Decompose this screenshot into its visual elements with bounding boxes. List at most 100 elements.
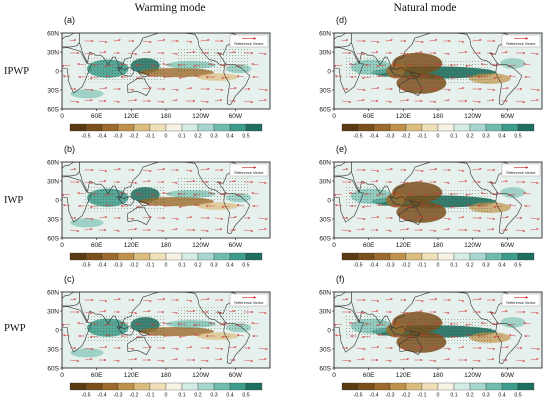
anomaly-patch: [70, 89, 104, 99]
wind-vector: [408, 335, 415, 338]
wind-vector: [434, 191, 444, 195]
colorbar-swatch: [117, 382, 135, 391]
wind-vector: [515, 359, 526, 363]
colorbar-label: 0.3: [482, 393, 489, 399]
wind-vector: [136, 335, 143, 338]
wind-vector: [142, 50, 151, 54]
coastline: [408, 71, 422, 78]
lat-tick-label: 60N: [319, 160, 331, 167]
wind-vector: [142, 179, 151, 183]
wind-vector: [214, 98, 223, 102]
reference-vector-box: [229, 293, 269, 307]
colorbar-label: 0.4: [498, 393, 505, 399]
coastline: [243, 33, 248, 34]
coastline: [243, 292, 248, 293]
wind-vector: [200, 167, 210, 171]
colorbar-swatch: [405, 123, 423, 132]
wind-vector: [156, 229, 165, 233]
lon-tick-label: 120E: [124, 372, 140, 379]
wind-vector: [84, 181, 93, 185]
wind-vector: [156, 100, 165, 104]
wind-vector: [89, 76, 100, 80]
wind-vector: [89, 335, 100, 339]
wind-vector: [136, 205, 143, 208]
colorbar-label: -0.5: [354, 134, 363, 140]
stippling: [176, 48, 250, 71]
lon-tick-label: 60E: [91, 113, 103, 120]
wind-vector: [530, 347, 540, 351]
colorbar-label: 0: [165, 393, 168, 399]
colorbar-label: 0.4: [226, 134, 233, 140]
wind-vector: [77, 191, 85, 195]
colorbar-swatch: [117, 252, 135, 261]
wind-vector: [258, 98, 267, 102]
wind-vector: [69, 298, 77, 301]
wind-vector: [523, 62, 531, 66]
wind-vector: [334, 74, 343, 78]
lon-tick-label: 180: [161, 372, 172, 379]
wind-vector: [472, 167, 482, 171]
coastline: [334, 292, 352, 307]
wind-vector: [185, 179, 196, 183]
colorbar-label: 0.1: [178, 134, 185, 140]
colorbar-swatch: [421, 252, 439, 261]
wind-vector: [142, 215, 152, 219]
colorbar-label: -0.3: [386, 263, 395, 269]
colorbar-label: -0.5: [82, 134, 91, 140]
wind-vector: [334, 333, 343, 337]
colorbar-swatch: [517, 382, 535, 391]
colorbar-swatch: [85, 382, 103, 391]
wind-vector: [162, 321, 172, 325]
wind-vector: [62, 64, 71, 68]
wind-vector: [69, 100, 80, 104]
wind-vector: [113, 297, 121, 301]
colorbar-swatch: [469, 382, 487, 391]
colorbar-swatch: [341, 382, 359, 391]
wind-vector: [501, 345, 509, 349]
wind-vector: [104, 193, 114, 197]
lon-tick-label: 60W: [229, 372, 243, 379]
wind-vector: [142, 299, 152, 303]
colorbar-swatch: [117, 123, 135, 132]
wind-vector: [258, 88, 268, 92]
colorbar-label: 0.2: [194, 393, 201, 399]
wind-vector: [171, 217, 179, 221]
wind-vector: [493, 205, 502, 209]
wind-vector: [171, 99, 178, 102]
colorbar-swatch: [501, 123, 519, 132]
lon-tick-label: 120W: [464, 372, 482, 379]
reference-vector-box: [501, 163, 541, 177]
colorbar-label: 0.5: [514, 263, 521, 269]
wind-vector: [370, 345, 380, 349]
wind-vector: [77, 62, 85, 66]
wind-vector: [236, 203, 245, 207]
wind-vector: [84, 98, 93, 102]
wind-vector: [530, 217, 540, 221]
wind-vector: [399, 217, 407, 220]
wind-vector: [98, 215, 108, 219]
colorbar-label: 0.4: [226, 263, 233, 269]
colorbar-swatch: [421, 123, 439, 132]
wind-vector: [98, 309, 107, 313]
colorbar-label: 0.1: [178, 393, 185, 399]
wind-vector: [208, 322, 216, 325]
colorbar-label: -0.1: [146, 393, 155, 399]
colorbar-swatch: [133, 123, 151, 132]
wind-vector: [98, 299, 108, 303]
wind-vector: [105, 203, 114, 207]
wind-vector: [443, 311, 450, 314]
lat-tick-label: 0: [55, 69, 59, 76]
coastline: [408, 330, 422, 337]
colorbar-label: 0.2: [466, 134, 473, 140]
coastline: [126, 206, 151, 226]
wind-vector: [214, 88, 224, 92]
colorbar-label: -0.2: [402, 263, 411, 269]
wind-vector: [356, 227, 365, 231]
wind-vector: [185, 50, 196, 54]
colorbar-label: 0.2: [194, 263, 201, 269]
lat-tick-label: 60N: [47, 160, 59, 167]
lat-tick-label: 60S: [47, 236, 59, 243]
wind-vector: [127, 181, 138, 185]
lon-tick-label: 120W: [192, 242, 210, 249]
